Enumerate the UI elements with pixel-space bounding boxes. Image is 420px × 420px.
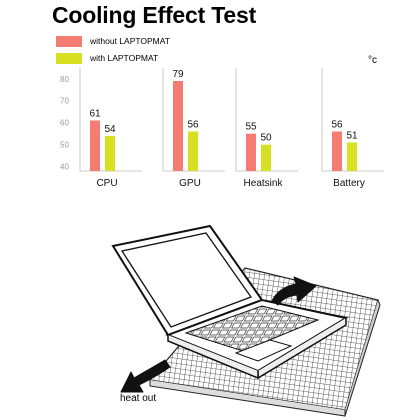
legend-swatch-with [56, 52, 82, 64]
data-label: 79 [172, 69, 184, 80]
y-tick-label: 70 [60, 97, 69, 106]
heat-out-label: heat out [120, 393, 157, 404]
category-label-gpu: GPU [179, 178, 201, 189]
bar-without-battery [332, 131, 342, 171]
data-label: 61 [89, 109, 101, 120]
unit-label: °c [368, 55, 377, 66]
bar-with-cpu [105, 135, 115, 171]
legend-label-with: with LAPTOPMAT [90, 53, 159, 63]
data-label: 51 [346, 130, 358, 141]
legend-label-without: without LAPTOPMAT [90, 36, 170, 46]
data-label: 54 [104, 124, 116, 135]
category-label-cpu: CPU [96, 178, 117, 189]
chart-title: Cooling Effect Test [52, 2, 257, 28]
chart-legend: without LAPTOPMAT with LAPTOPMAT [56, 34, 170, 68]
bar-with-heatsink [261, 144, 271, 171]
legend-item-without: without LAPTOPMAT [56, 34, 170, 48]
y-tick-label: 50 [60, 141, 69, 150]
bar-without-cpu [90, 120, 100, 171]
data-label: 56 [331, 119, 343, 130]
bar-with-gpu [188, 131, 198, 171]
legend-item-with: with LAPTOPMAT [56, 51, 170, 65]
data-label: 56 [187, 119, 199, 130]
data-label: 50 [260, 133, 272, 144]
bar-with-battery [347, 142, 357, 171]
bar-without-heatsink [246, 133, 256, 171]
data-label: 55 [245, 122, 257, 133]
bar-chart: 40506070806154CPU7956GPU5550Heatsink5651… [60, 68, 384, 189]
category-label-battery: Battery [333, 178, 365, 189]
y-tick-label: 60 [60, 119, 69, 128]
y-tick-label: 80 [60, 75, 69, 84]
heat-arrow-icon [120, 276, 317, 393]
laptop-icon [111, 224, 349, 380]
legend-swatch-without [56, 35, 82, 47]
y-tick-label: 40 [60, 163, 69, 172]
bar-without-gpu [173, 80, 183, 171]
category-label-heatsink: Heatsink [244, 178, 284, 189]
